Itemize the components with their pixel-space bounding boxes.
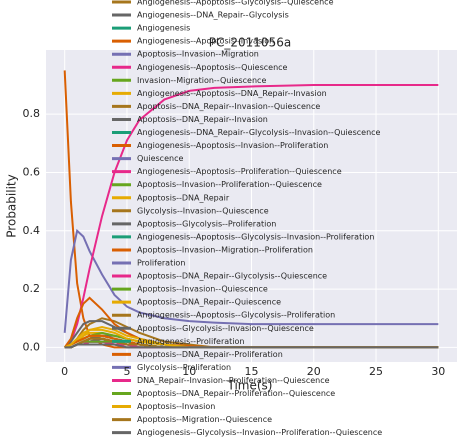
y-tick-label: 0.4 [23, 224, 41, 237]
y-tick-label: 0.0 [23, 340, 41, 353]
x-tick-label: 20 [307, 365, 321, 378]
y-tick-label: 0.2 [23, 282, 41, 295]
legend-label: Angiogenesis--Apoptosis--Glycolysis--Inv… [137, 232, 374, 241]
legend-label: Quiescence [137, 154, 183, 163]
legend-label: Apoptosis--Invasion--Migration--Prolifer… [137, 245, 313, 254]
y-tick-label: 0.6 [23, 165, 41, 178]
legend-label: Apoptosis--DNA_Repair--Invasion--Quiesce… [137, 102, 320, 111]
legend-label: Angiogenesis--Apoptosis--Glycolysis--Qui… [137, 0, 334, 7]
legend-label: Apoptosis--DNA_Repair--Proliferation--Qu… [137, 389, 335, 398]
legend-label: Apoptosis--DNA_Repair--Glycolysis--Quies… [137, 272, 327, 281]
series-line [63, 228, 439, 333]
legend-label: Apoptosis--Invasion--Migration [137, 50, 259, 59]
legend-label: Angiogenesis--DNA_Repair--Glycolysis--In… [137, 128, 381, 137]
legend-label: Apoptosis--Glycolysis--Invasion--Quiesce… [137, 324, 314, 333]
legend-label: Apoptosis--DNA_Repair--Quiescence [137, 298, 281, 307]
legend-label: Apoptosis--Invasion--Proliferation--Quie… [137, 180, 322, 189]
chart-title: PC_2011056a [209, 36, 291, 50]
legend-label: Angiogenesis--DNA_Repair--Glycolysis [137, 11, 289, 20]
legend-label: Apoptosis--Migration--Quiescence [137, 415, 272, 424]
legend-label: Angiogenesis--Apoptosis--Glycolysis--Pro… [137, 311, 335, 320]
legend-label: Proliferation [137, 259, 185, 268]
legend-label: Angiogenesis--Apoptosis--Proliferation--… [137, 167, 342, 176]
legend-label: Apoptosis--Invasion [137, 402, 215, 411]
legend-label: Apoptosis--DNA_Repair--Invasion [137, 115, 268, 124]
legend-label: Angiogenesis--Proliferation [137, 337, 244, 346]
legend-label: Angiogenesis--Apoptosis--Invasion [137, 37, 274, 46]
legend-label: Apoptosis--DNA_Repair--Proliferation [137, 350, 283, 359]
x-tick-label: 5 [123, 365, 130, 378]
y-tick-label: 0.8 [23, 107, 41, 120]
legend-label: Angiogenesis--Apoptosis--DNA_Repair--Inv… [137, 89, 327, 98]
x-tick-label: 30 [431, 365, 445, 378]
x-tick-label: 15 [245, 365, 259, 378]
legend-label: Glycolysis--Proliferation [137, 363, 231, 372]
x-tick-label: 0 [61, 365, 68, 378]
legend-label: Angiogenesis--Apoptosis--Quiescence [137, 63, 288, 72]
legend-label: Apoptosis--Invasion--Quiescence [137, 285, 268, 294]
legend-label: Invasion--Migration--Quiescence [137, 76, 266, 85]
series-line [64, 343, 439, 349]
legend-label: Angiogenesis--Apoptosis--Invasion--Proli… [137, 141, 328, 150]
legend-label: DNA_Repair--Invasion--Proliferation--Qui… [137, 376, 330, 385]
legend-label: Angiogenesis--Glycolysis--Invasion--Prol… [137, 428, 382, 437]
legend-label: Glycolysis--Invasion--Quiescence [137, 206, 269, 215]
legend-label: Apoptosis--Glycolysis--Proliferation [137, 219, 276, 228]
legend-label: Apoptosis--DNA_Repair [137, 193, 230, 202]
x-tick-label: 25 [369, 365, 383, 378]
x-axis-label: Time(s) [227, 379, 273, 393]
x-tick-label: 10 [182, 365, 196, 378]
y-axis-label: Probability [5, 174, 19, 237]
legend-label: Angiogenesis [137, 24, 190, 33]
